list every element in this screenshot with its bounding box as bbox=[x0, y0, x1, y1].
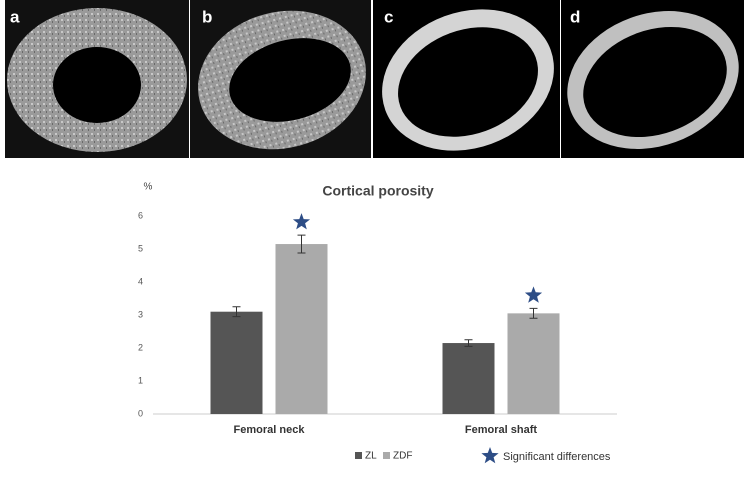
micro-ct-images: a b c d bbox=[5, 0, 744, 158]
error-bar bbox=[297, 234, 306, 254]
y-tick-label: 0 bbox=[138, 408, 143, 418]
legend-swatch bbox=[355, 452, 362, 459]
y-tick-label: 3 bbox=[138, 309, 143, 319]
legend-star bbox=[481, 447, 499, 464]
x-tick-label: Femoral shaft bbox=[465, 424, 537, 436]
bone-cavity bbox=[53, 47, 141, 123]
panel-label: b bbox=[202, 7, 212, 26]
x-tick-label: Femoral neck bbox=[234, 424, 306, 436]
panel-label: a bbox=[10, 7, 20, 26]
panel-label: c bbox=[384, 7, 393, 26]
y-tick-label: 1 bbox=[138, 375, 143, 385]
bone-cavity bbox=[398, 27, 538, 137]
bar bbox=[507, 313, 560, 414]
bar bbox=[442, 343, 495, 414]
significance-star bbox=[524, 286, 543, 303]
bone-cavity bbox=[229, 38, 351, 122]
legend-swatch bbox=[383, 452, 390, 459]
significance-star bbox=[292, 213, 311, 230]
bar bbox=[210, 311, 263, 414]
y-axis-label: % bbox=[144, 182, 153, 193]
error-bar bbox=[232, 306, 241, 318]
legend-label: ZL bbox=[365, 451, 377, 462]
chart-title: Cortical porosity bbox=[322, 183, 433, 199]
y-tick-label: 2 bbox=[138, 342, 143, 352]
bone-cavity bbox=[583, 26, 727, 138]
legend-label: ZDF bbox=[393, 451, 412, 462]
y-tick-label: 6 bbox=[138, 210, 143, 220]
bar bbox=[275, 244, 328, 414]
y-tick-label: 4 bbox=[138, 276, 143, 286]
y-tick-label: 5 bbox=[138, 243, 143, 253]
panel-label: d bbox=[570, 7, 580, 26]
error-bar bbox=[529, 307, 538, 319]
legend-label: Significant differences bbox=[503, 451, 611, 463]
error-bar bbox=[464, 339, 473, 347]
